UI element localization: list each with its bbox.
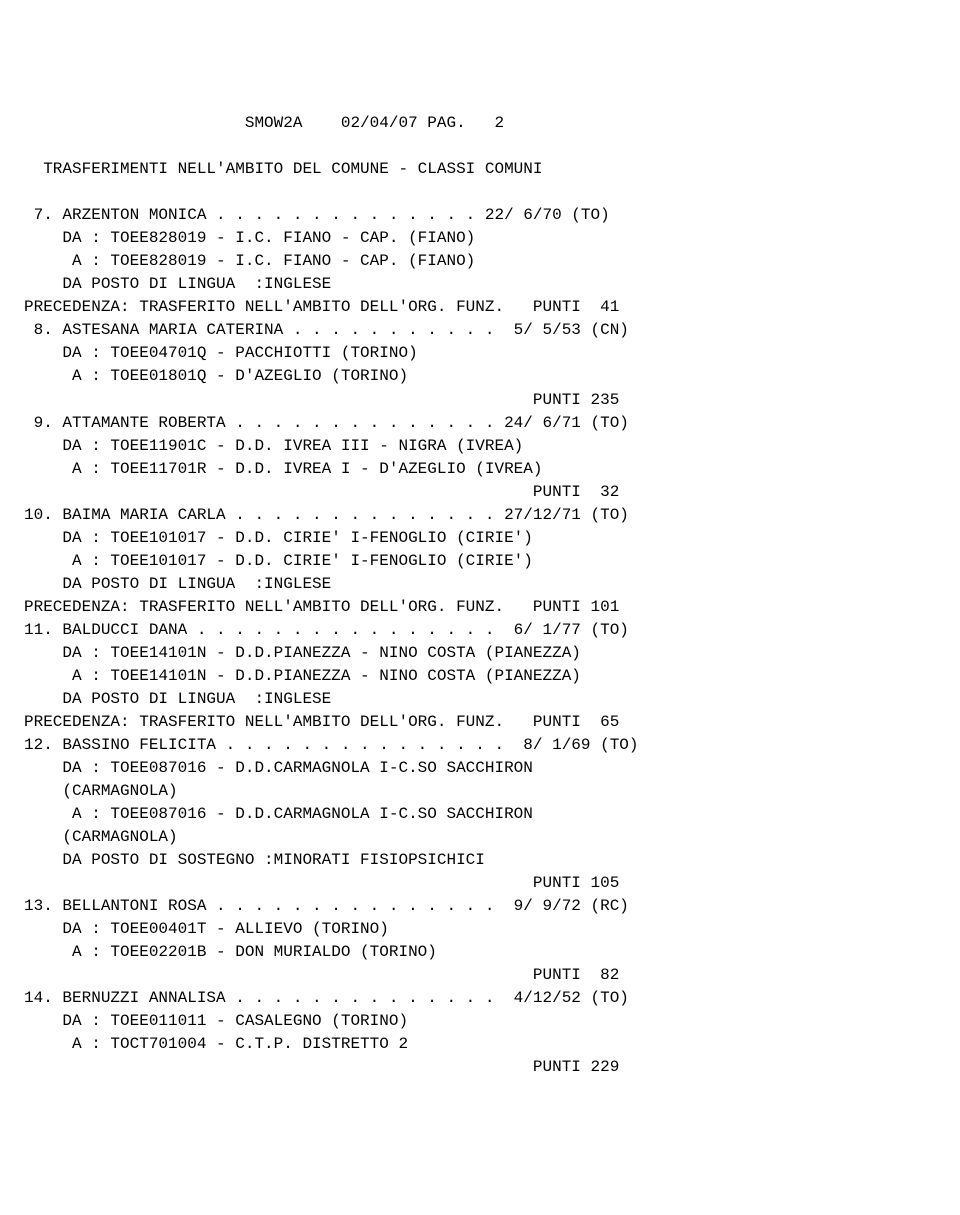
entry-da: DA : TOEE11901C - D.D. IVREA III - NIGRA…	[24, 435, 936, 458]
entry-a: A : TOEE087016 - D.D.CARMAGNOLA I-C.SO S…	[24, 803, 936, 826]
entry-da: DA : TOEE087016 - D.D.CARMAGNOLA I-C.SO …	[24, 757, 936, 780]
entry-extra: DA POSTO DI SOSTEGNO :MINORATI FISIOPSIC…	[24, 849, 936, 872]
entry-extra: DA POSTO DI LINGUA :INGLESE	[24, 573, 936, 596]
entry-da-cont: (CARMAGNOLA)	[24, 780, 936, 803]
entry-footer: PRECEDENZA: TRASFERITO NELL'AMBITO DELL'…	[24, 596, 936, 619]
entry-da: DA : TOEE101017 - D.D. CIRIE' I-FENOGLIO…	[24, 527, 936, 550]
entry-a: A : TOEE101017 - D.D. CIRIE' I-FENOGLIO …	[24, 550, 936, 573]
entry-da: DA : TOEE011011 - CASALEGNO (TORINO)	[24, 1010, 936, 1033]
header-line: SMOW2A 02/04/07 PAG. 2	[24, 112, 936, 135]
entry-footer: PUNTI 82	[24, 964, 936, 987]
header-date: 02/04/07	[341, 114, 418, 132]
entry-header: 14. BERNUZZI ANNALISA . . . . . . . . . …	[24, 987, 936, 1010]
entry-header: 11. BALDUCCI DANA . . . . . . . . . . . …	[24, 619, 936, 642]
section-title-line: TRASFERIMENTI NELL'AMBITO DEL COMUNE - C…	[24, 158, 936, 181]
entry-extra: DA POSTO DI LINGUA :INGLESE	[24, 273, 936, 296]
entry-footer: PUNTI 32	[24, 481, 936, 504]
entry-da: DA : TOEE14101N - D.D.PIANEZZA - NINO CO…	[24, 642, 936, 665]
entry-header: 10. BAIMA MARIA CARLA . . . . . . . . . …	[24, 504, 936, 527]
header-page-num: 2	[495, 114, 505, 132]
entry-a: A : TOEE01801Q - D'AZEGLIO (TORINO)	[24, 365, 936, 388]
header-page-label: PAG.	[427, 114, 465, 132]
entry-header: 8. ASTESANA MARIA CATERINA . . . . . . .…	[24, 319, 936, 342]
entry-footer: PRECEDENZA: TRASFERITO NELL'AMBITO DELL'…	[24, 296, 936, 319]
entry-footer: PUNTI 235	[24, 389, 936, 412]
entry-da: DA : TOEE00401T - ALLIEVO (TORINO)	[24, 918, 936, 941]
entry-a: A : TOEE02201B - DON MURIALDO (TORINO)	[24, 941, 936, 964]
entry-a: A : TOEE14101N - D.D.PIANEZZA - NINO COS…	[24, 665, 936, 688]
entry-a-cont: (CARMAGNOLA)	[24, 826, 936, 849]
entry-header: 9. ATTAMANTE ROBERTA . . . . . . . . . .…	[24, 412, 936, 435]
entry-footer: PUNTI 229	[24, 1056, 936, 1079]
entry-a: A : TOEE828019 - I.C. FIANO - CAP. (FIAN…	[24, 250, 936, 273]
entry-a: A : TOEE11701R - D.D. IVREA I - D'AZEGLI…	[24, 458, 936, 481]
entry-header: 13. BELLANTONI ROSA . . . . . . . . . . …	[24, 895, 936, 918]
entry-footer: PRECEDENZA: TRASFERITO NELL'AMBITO DELL'…	[24, 711, 936, 734]
entry-a: A : TOCT701004 - C.T.P. DISTRETTO 2	[24, 1033, 936, 1056]
entry-header: 7. ARZENTON MONICA . . . . . . . . . . .…	[24, 204, 936, 227]
entry-extra: DA POSTO DI LINGUA :INGLESE	[24, 688, 936, 711]
entry-da: DA : TOEE828019 - I.C. FIANO - CAP. (FIA…	[24, 227, 936, 250]
entry-da: DA : TOEE04701Q - PACCHIOTTI (TORINO)	[24, 342, 936, 365]
entry-header: 12. BASSINO FELICITA . . . . . . . . . .…	[24, 734, 936, 757]
entry-footer: PUNTI 105	[24, 872, 936, 895]
section-title: TRASFERIMENTI NELL'AMBITO DEL COMUNE - C…	[43, 160, 542, 178]
header-code: SMOW2A	[245, 114, 303, 132]
